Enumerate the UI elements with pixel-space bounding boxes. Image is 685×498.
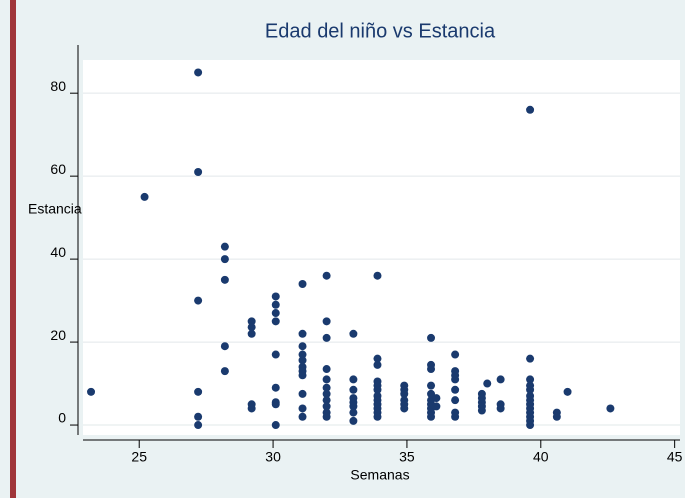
x-tick-label: 30: [265, 449, 281, 465]
point: [271, 400, 280, 409]
point: [298, 412, 307, 421]
point: [526, 375, 535, 384]
point: [322, 396, 331, 405]
point: [349, 375, 358, 384]
point: [298, 342, 307, 351]
point: [271, 383, 280, 392]
point: [526, 354, 535, 363]
y-tick-label: 40: [50, 244, 66, 260]
point: [552, 412, 561, 421]
point: [322, 271, 331, 280]
point: [563, 387, 572, 396]
point: [247, 323, 256, 332]
point: [400, 404, 409, 413]
point: [87, 387, 96, 396]
point: [349, 408, 358, 417]
point: [322, 317, 331, 326]
point: [271, 300, 280, 309]
point: [427, 333, 436, 342]
side-bar: [10, 0, 16, 498]
point: [298, 329, 307, 338]
point: [322, 402, 331, 411]
point: [298, 356, 307, 365]
point: [194, 296, 203, 305]
point: [349, 402, 358, 411]
point: [451, 350, 460, 359]
point: [220, 342, 229, 351]
point: [349, 416, 358, 425]
point: [220, 242, 229, 251]
point: [432, 402, 441, 411]
point: [496, 404, 505, 413]
point: [373, 354, 382, 363]
plot-area: [83, 60, 680, 435]
point: [526, 421, 535, 430]
point: [140, 192, 149, 201]
point: [322, 375, 331, 384]
x-tick-label: 35: [399, 449, 415, 465]
y-tick-label: 80: [50, 78, 66, 94]
point: [451, 396, 460, 405]
point: [220, 275, 229, 284]
point: [373, 360, 382, 369]
point: [322, 383, 331, 392]
point: [606, 404, 615, 413]
chart-title: Edad del niño vs Estancia: [265, 20, 496, 42]
point: [427, 412, 436, 421]
x-tick-label: 45: [667, 449, 683, 465]
point: [247, 329, 256, 338]
point: [247, 404, 256, 413]
point: [432, 394, 441, 403]
point: [194, 168, 203, 177]
point: [298, 389, 307, 398]
point: [400, 389, 409, 398]
point: [477, 406, 486, 415]
point: [271, 421, 280, 430]
y-tick-label: 0: [58, 410, 66, 426]
y-axis-label: Estancia: [28, 201, 82, 217]
point: [496, 375, 505, 384]
point: [298, 280, 307, 289]
y-tick-label: 20: [50, 327, 66, 343]
point: [322, 365, 331, 374]
point: [194, 68, 203, 77]
point: [298, 350, 307, 359]
point: [427, 381, 436, 390]
point: [349, 385, 358, 394]
point: [427, 365, 436, 374]
point: [483, 379, 492, 388]
point: [220, 367, 229, 376]
point: [349, 329, 358, 338]
point: [194, 421, 203, 430]
point: [526, 385, 535, 394]
point: [373, 412, 382, 421]
point: [194, 387, 203, 396]
point: [298, 404, 307, 413]
point: [373, 385, 382, 394]
point: [271, 292, 280, 301]
point: [322, 389, 331, 398]
point: [526, 105, 535, 114]
point: [271, 317, 280, 326]
point: [373, 271, 382, 280]
x-tick-label: 40: [533, 449, 549, 465]
point: [451, 375, 460, 384]
point: [271, 350, 280, 359]
point: [451, 385, 460, 394]
point: [247, 317, 256, 326]
point: [271, 309, 280, 318]
x-tick-label: 25: [131, 449, 147, 465]
point: [322, 412, 331, 421]
point: [322, 333, 331, 342]
x-axis-label: Semanas: [350, 467, 409, 483]
y-tick-label: 60: [50, 161, 66, 177]
point: [298, 371, 307, 380]
point: [194, 412, 203, 421]
point: [451, 412, 460, 421]
point: [220, 255, 229, 264]
